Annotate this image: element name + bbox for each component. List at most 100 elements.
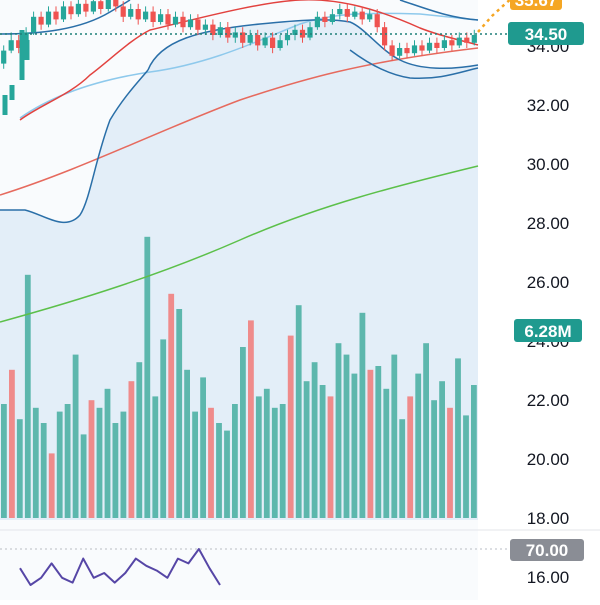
bollinger-lower-band-right [349,49,479,80]
candle-body [367,14,373,20]
candle-body [187,19,194,28]
top-price-badge-label: 35.67 [515,0,558,10]
candle-body [292,29,298,35]
price-axis-tick-label: 30.00 [527,155,570,174]
bollinger-lower-band [0,69,149,224]
volume-bar [311,362,318,518]
volume-bar [375,366,382,518]
candle-body [9,85,15,100]
volume-bar [463,415,469,518]
candle-body [180,16,186,28]
candle-body [60,6,67,20]
volume-bar [128,381,135,518]
candle-body [329,14,335,22]
candle-body [31,16,37,33]
volume-bar [16,419,23,518]
candle-body [374,14,380,28]
volume-bar [232,404,238,518]
volume-bar [64,404,71,518]
candle-body [232,32,238,38]
volume-bar [303,381,310,518]
candle-body [53,11,59,20]
candle-body [382,27,388,46]
volume-badge [514,319,582,342]
candle-body [45,11,52,25]
volume-bar [160,339,167,518]
candle-body [397,48,403,56]
price-axis-tick-label: 26.00 [527,273,570,292]
volume-bar [295,305,302,518]
bollinger-upper-band-right [399,0,479,21]
volume-bar [1,404,7,518]
volume-bar [415,373,422,518]
candle-body [270,37,276,48]
candle-body [128,9,134,17]
candle-body [158,14,164,22]
candle-body [352,11,358,17]
candle-body [68,6,74,15]
volume-bar [120,411,127,518]
candle-body [262,37,268,46]
volume-bar [335,343,342,518]
volume-bar [88,400,95,518]
volume-bar [152,396,159,518]
candle-body [150,11,156,22]
volume-bar [399,419,406,518]
volume-bar [32,407,39,518]
volume-bar [240,347,246,518]
bollinger-band-fill [0,19,478,520]
candle-body [2,95,8,115]
volume-bar [136,362,143,518]
volume-bar [104,388,111,518]
candle-body [75,3,81,15]
candle-body [90,1,96,12]
candle-body [389,45,395,56]
volume-bar [144,236,151,519]
volume-bar [112,423,119,518]
projection-line [477,0,512,33]
volume-bar [343,354,350,518]
candle-body [247,35,253,43]
candle-body [404,48,410,54]
price-axis-tick-label: 16.00 [527,568,570,587]
price-axis-tick-label: 28.00 [527,214,570,233]
candle-body [464,37,470,43]
candle-body [411,45,418,54]
candle-body [471,35,477,43]
rsi-line [19,548,221,586]
price-axis-tick-label: 20.00 [527,450,570,469]
volume-bar [168,293,175,518]
bollinger-upper-band-left [0,0,131,35]
volume-bar [439,381,445,518]
last-price-badge-label: 34.50 [525,25,568,44]
volume-bar [224,430,230,518]
moving-average-slow [0,47,479,196]
candle-body [277,40,283,48]
volume-bar [255,396,262,518]
candle-body [135,9,141,20]
price-axis-tick-label: 18.00 [527,509,570,528]
candle-body [441,40,447,48]
candle-body [202,24,208,30]
candle-body [8,40,14,51]
price-axis-tick-label: 22.00 [527,391,570,410]
candle-body [337,9,343,15]
candle-body [217,27,223,35]
moving-average-fast [19,0,479,121]
volume-bar [383,388,390,518]
volume-bar [271,407,278,518]
candle-body [426,42,433,51]
volume-bar [455,358,461,518]
volume-bar [96,407,103,518]
candle-body [105,0,111,9]
candle-body [83,3,89,12]
last-price-badge [508,22,584,45]
candle-body [456,37,462,46]
candle-body [210,24,216,35]
moving-average-long [0,165,479,323]
volume-bar [447,407,453,518]
candle-body [240,32,246,43]
rsi-level-badge-label: 70.00 [526,541,569,560]
